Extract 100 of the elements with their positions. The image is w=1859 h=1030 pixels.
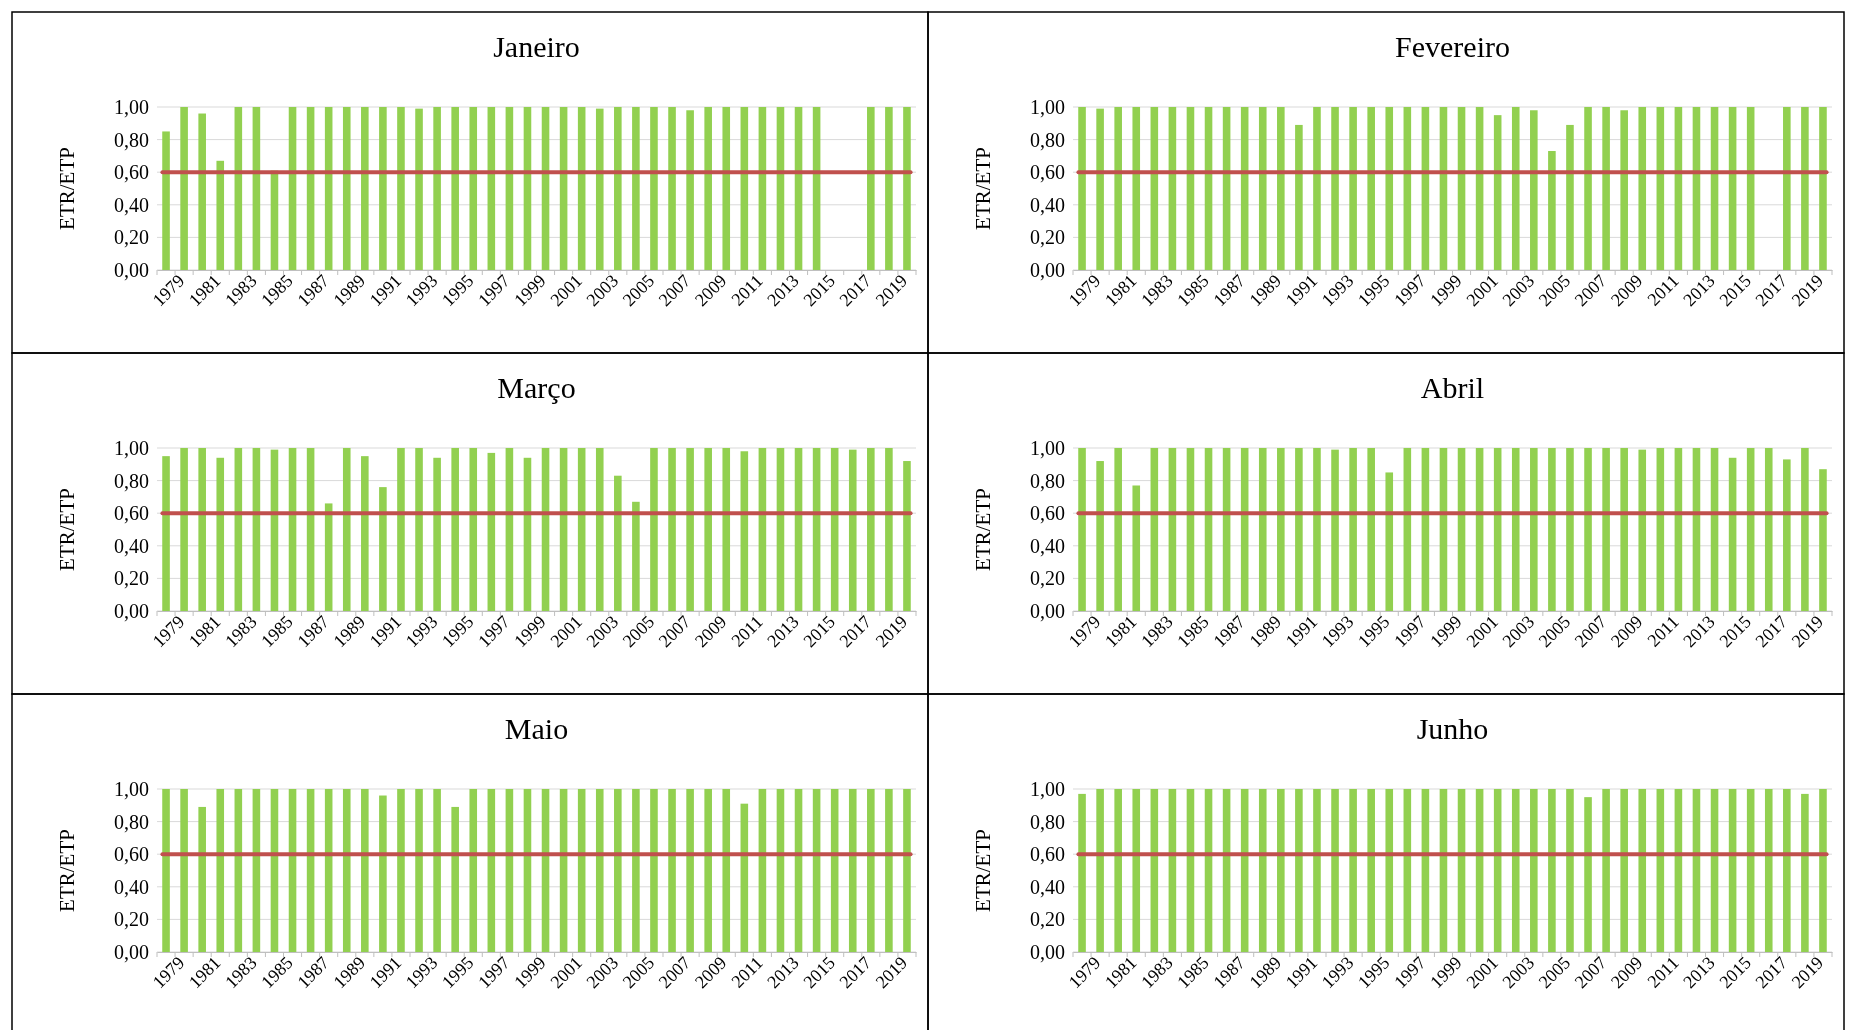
y-tick-label: 0,00 [1030, 599, 1065, 622]
bar [704, 448, 712, 611]
bar [1277, 448, 1285, 611]
y-tick-label: 1,00 [114, 95, 149, 118]
bar [180, 448, 188, 611]
bar [361, 456, 369, 611]
x-tick-label: 2011 [727, 611, 767, 651]
bar [523, 457, 532, 611]
bar [1819, 469, 1827, 611]
bar [885, 107, 893, 270]
bar [252, 448, 261, 611]
bar [1258, 107, 1267, 270]
y-axis-title: ETR/ETP [55, 829, 80, 912]
bar [668, 448, 676, 611]
y-tick-label: 0,40 [114, 534, 149, 557]
bar [541, 448, 550, 611]
y-tick-label: 0,20 [1030, 226, 1065, 249]
bar [1222, 448, 1231, 611]
y-tick-label: 0,60 [1030, 843, 1065, 866]
bar [758, 448, 767, 611]
y-tick-label: 0,80 [1030, 128, 1065, 151]
bar [180, 107, 188, 270]
bar [216, 457, 225, 611]
bar [487, 107, 496, 270]
chart-title: Janeiro [493, 30, 580, 63]
y-tick-label: 1,00 [1030, 95, 1065, 118]
bar [1530, 110, 1538, 270]
x-tick-label: 1981 [1100, 952, 1141, 993]
bar [1801, 107, 1809, 270]
y-tick-label: 0,00 [1030, 258, 1065, 281]
x-tick-label: 1991 [365, 611, 406, 652]
y-tick-label: 0,20 [114, 567, 149, 590]
bar [1114, 448, 1122, 611]
bar [541, 107, 550, 270]
bar [1331, 107, 1339, 270]
bar [1331, 449, 1339, 611]
bar [1096, 461, 1104, 611]
bar [433, 457, 441, 611]
bar [686, 448, 694, 611]
bar [1204, 107, 1213, 270]
x-tick-label: 2011 [1643, 952, 1683, 992]
bar [306, 448, 315, 611]
bar [1150, 448, 1159, 611]
y-tick-label: 0,80 [1030, 810, 1065, 833]
y-tick-label: 0,60 [1030, 502, 1065, 525]
x-tick-label: 1981 [1100, 270, 1141, 311]
bar [1475, 448, 1484, 611]
chart-title: Abril [1420, 371, 1485, 404]
bar [632, 501, 640, 611]
bar [794, 448, 803, 611]
bar [1656, 448, 1665, 611]
bar [1746, 448, 1755, 611]
bar [1801, 448, 1809, 611]
bar [288, 107, 297, 270]
bar [198, 448, 206, 611]
x-tick-label: 1991 [1281, 611, 1322, 652]
bar [577, 448, 586, 611]
y-tick-label: 1,00 [1030, 436, 1065, 459]
bar [1204, 448, 1213, 611]
x-tick-label: 1991 [365, 952, 406, 993]
bar [1620, 110, 1628, 270]
bar [523, 107, 532, 270]
y-axis-title: ETR/ETP [55, 147, 80, 230]
bar [1421, 107, 1430, 270]
bar [577, 107, 586, 270]
y-tick-label: 0,80 [114, 810, 149, 833]
bar [776, 448, 785, 611]
y-axis-title: ETR/ETP [971, 829, 996, 912]
bar [505, 107, 514, 270]
bar [505, 448, 514, 611]
bar [1186, 448, 1195, 611]
y-tick-label: 0,40 [1030, 875, 1065, 898]
y-tick-label: 0,20 [114, 226, 149, 249]
bar [1475, 107, 1484, 270]
bar [812, 107, 821, 270]
y-tick-label: 0,00 [114, 940, 149, 963]
bar [903, 461, 911, 611]
bar [740, 107, 749, 270]
bar [1819, 107, 1827, 270]
bar [903, 107, 911, 270]
bar [794, 107, 803, 270]
bar [234, 448, 243, 611]
bar [361, 107, 369, 270]
bar [1746, 107, 1755, 270]
bar [686, 110, 694, 270]
y-tick-label: 0,60 [114, 161, 149, 184]
x-tick-label: 1981 [184, 611, 225, 652]
y-tick-label: 0,00 [1030, 940, 1065, 963]
bar [1277, 107, 1285, 270]
bar [1222, 107, 1231, 270]
y-tick-label: 0,40 [1030, 193, 1065, 216]
bar [1132, 107, 1141, 270]
bar [342, 448, 351, 611]
bar [848, 449, 857, 611]
bar [324, 107, 333, 270]
y-tick-label: 0,80 [114, 469, 149, 492]
bar [1602, 107, 1610, 270]
y-tick-label: 0,80 [114, 128, 149, 151]
bar [812, 448, 821, 611]
bar [704, 107, 712, 270]
